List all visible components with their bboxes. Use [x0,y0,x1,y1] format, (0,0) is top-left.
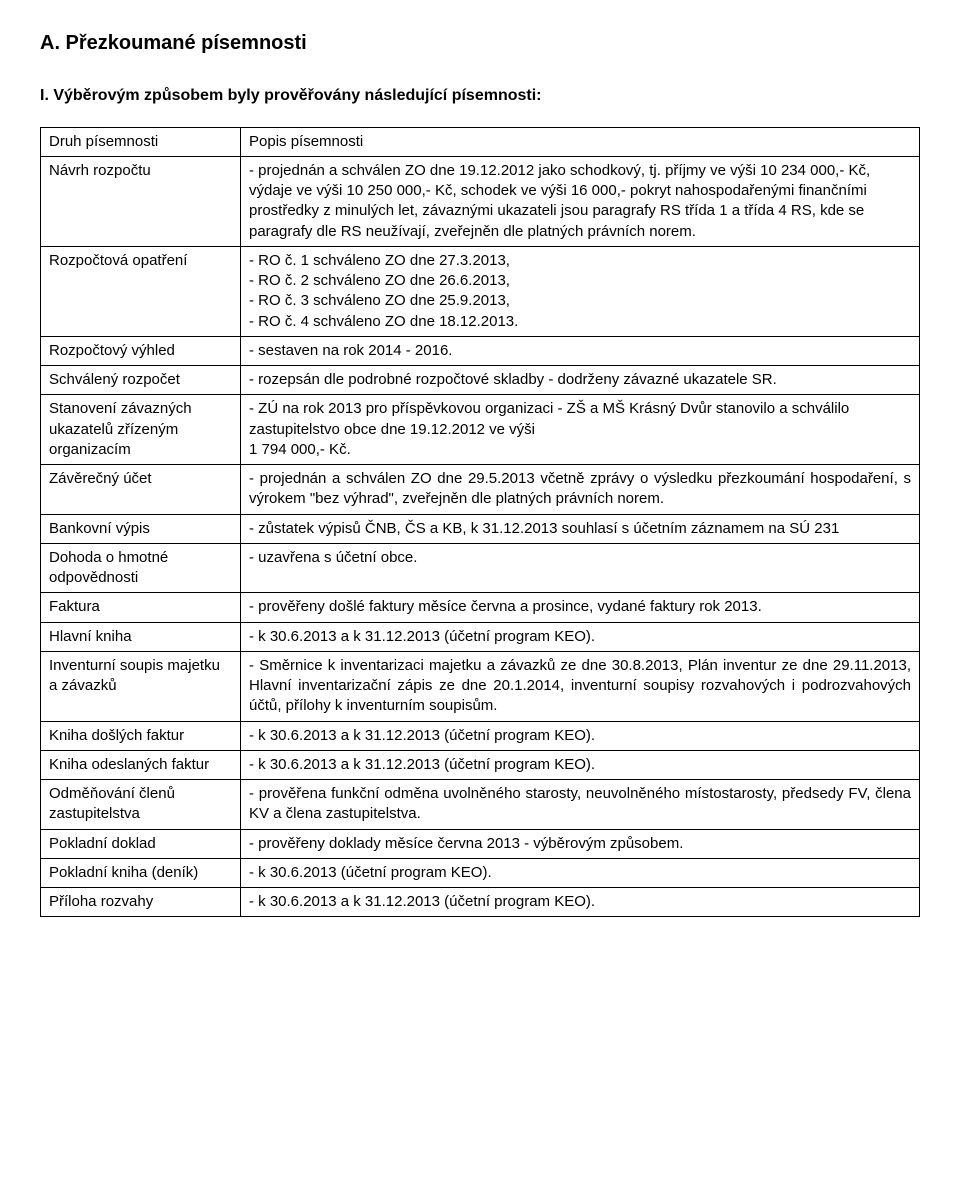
sub-title: I. Výběrovým způsobem byly prověřovány n… [40,85,920,107]
row-label: Bankovní výpis [41,514,241,543]
table-row: Odměňování členů zastupitelstva- prověře… [41,780,920,830]
row-label: Schválený rozpočet [41,366,241,395]
row-label: Stanovení závazných ukazatelů zřízeným o… [41,395,241,465]
table-row: Příloha rozvahy- k 30.6.2013 a k 31.12.2… [41,888,920,917]
row-label: Pokladní doklad [41,829,241,858]
row-value: - uzavřena s účetní obce. [241,543,920,593]
table-row: Návrh rozpočtu- projednán a schválen ZO … [41,156,920,246]
row-value: - projednán a schválen ZO dne 19.12.2012… [241,156,920,246]
table-row: Faktura- prověřeny došlé faktury měsíce … [41,593,920,622]
table-row: Schválený rozpočet- rozepsán dle podrobn… [41,366,920,395]
table-row: Bankovní výpis- zůstatek výpisů ČNB, ČS … [41,514,920,543]
row-value: - sestaven na rok 2014 - 2016. [241,336,920,365]
row-label: Faktura [41,593,241,622]
row-value: - ZÚ na rok 2013 pro příspěvkovou organi… [241,395,920,465]
table-row: Závěrečný účet- projednán a schválen ZO … [41,465,920,515]
table-row: Kniha došlých faktur- k 30.6.2013 a k 31… [41,721,920,750]
row-label: Kniha odeslaných faktur [41,750,241,779]
row-label: Rozpočtová opatření [41,246,241,336]
row-value: - rozepsán dle podrobné rozpočtové sklad… [241,366,920,395]
row-value: - projednán a schválen ZO dne 29.5.2013 … [241,465,920,515]
row-value: - prověřeny doklady měsíce června 2013 -… [241,829,920,858]
row-label: Odměňování členů zastupitelstva [41,780,241,830]
row-value: - k 30.6.2013 a k 31.12.2013 (účetní pro… [241,721,920,750]
table-row: Rozpočtový výhled- sestaven na rok 2014 … [41,336,920,365]
row-value: - Směrnice k inventarizaci majetku a záv… [241,651,920,721]
row-value: - k 30.6.2013 a k 31.12.2013 (účetní pro… [241,622,920,651]
row-value: - k 30.6.2013 a k 31.12.2013 (účetní pro… [241,750,920,779]
row-value: - prověřena funkční odměna uvolněného st… [241,780,920,830]
table-row: Pokladní doklad- prověřeny doklady měsíc… [41,829,920,858]
row-label: Dohoda o hmotné odpovědnosti [41,543,241,593]
row-label: Příloha rozvahy [41,888,241,917]
table-row: Pokladní kniha (deník)- k 30.6.2013 (úče… [41,858,920,887]
table-row: Kniha odeslaných faktur- k 30.6.2013 a k… [41,750,920,779]
table-row: Hlavní kniha- k 30.6.2013 a k 31.12.2013… [41,622,920,651]
row-value: - k 30.6.2013 (účetní program KEO). [241,858,920,887]
table-row: Inventurní soupis majetku a závazků- Smě… [41,651,920,721]
row-value: - prověřeny došlé faktury měsíce června … [241,593,920,622]
section-title: A. Přezkoumané písemnosti [40,30,920,57]
header-col2: Popis písemnosti [241,127,920,156]
table-row: Stanovení závazných ukazatelů zřízeným o… [41,395,920,465]
table-row: Dohoda o hmotné odpovědnosti- uzavřena s… [41,543,920,593]
row-label: Pokladní kniha (deník) [41,858,241,887]
row-value: - RO č. 1 schváleno ZO dne 27.3.2013, - … [241,246,920,336]
row-value: - zůstatek výpisů ČNB, ČS a KB, k 31.12.… [241,514,920,543]
table-header-row: Druh písemnosti Popis písemnosti [41,127,920,156]
table-row: Rozpočtová opatření- RO č. 1 schváleno Z… [41,246,920,336]
header-col1: Druh písemnosti [41,127,241,156]
row-label: Závěrečný účet [41,465,241,515]
row-label: Návrh rozpočtu [41,156,241,246]
row-label: Rozpočtový výhled [41,336,241,365]
row-label: Inventurní soupis majetku a závazků [41,651,241,721]
row-label: Kniha došlých faktur [41,721,241,750]
row-label: Hlavní kniha [41,622,241,651]
row-value: - k 30.6.2013 a k 31.12.2013 (účetní pro… [241,888,920,917]
documents-table: Druh písemnosti Popis písemnosti Návrh r… [40,127,920,918]
